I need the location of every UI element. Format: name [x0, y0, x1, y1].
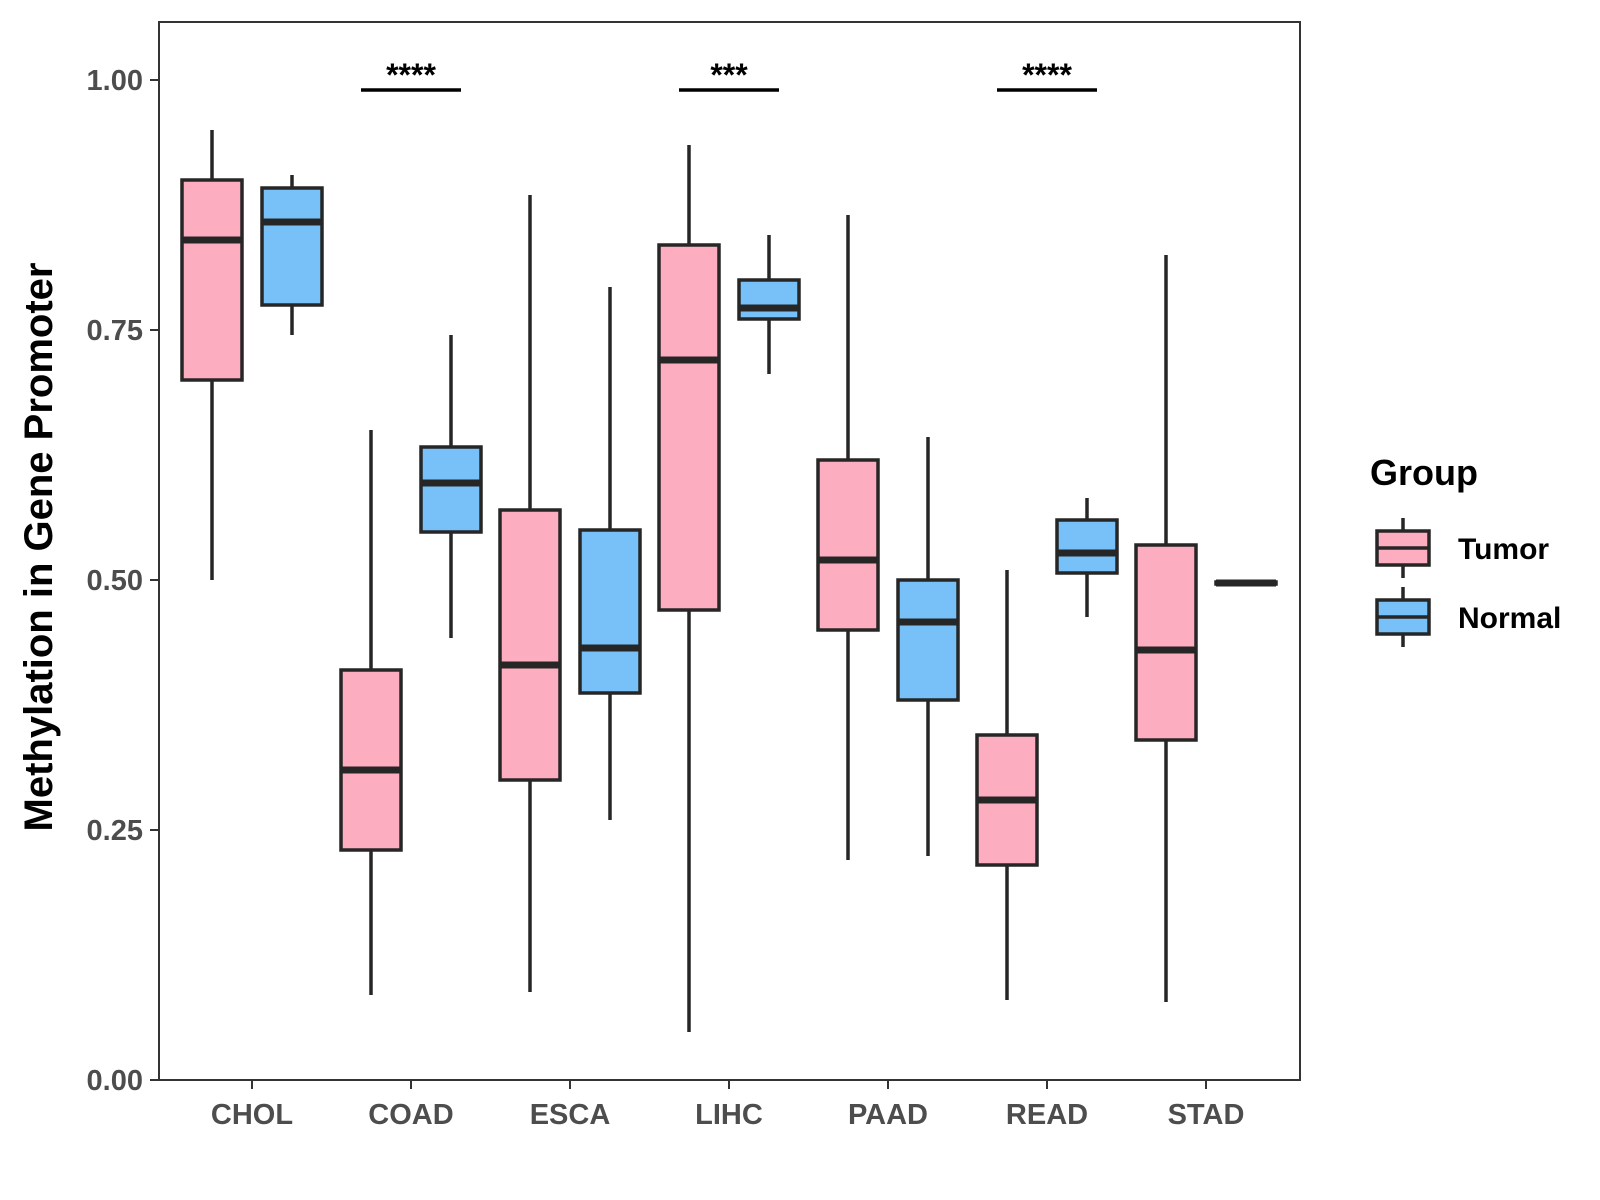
- box-tumor-read: [975, 570, 1039, 1000]
- legend-label: Normal: [1458, 602, 1561, 635]
- box-normal-chol: [260, 175, 324, 335]
- x-tick-label: CHOL: [211, 1099, 293, 1131]
- box-normal-stad: [1214, 579, 1278, 587]
- y-axis-label: Methylation in Gene Promoter: [17, 263, 61, 832]
- y-tick-label: 0.50: [87, 565, 143, 597]
- box-tumor-stad: [1134, 255, 1198, 1002]
- significance-annotations: **** *** ****: [361, 57, 1097, 93]
- x-tick-label: READ: [1006, 1099, 1088, 1131]
- y-tick-label: 0.25: [87, 815, 143, 847]
- box-body: [1134, 543, 1198, 742]
- x-tick-label: LIHC: [695, 1099, 763, 1131]
- box-normal-read: [1055, 498, 1119, 617]
- box-body: [578, 528, 642, 695]
- box-body: [419, 445, 483, 534]
- legend-label: Tumor: [1458, 533, 1549, 566]
- box-body: [180, 178, 244, 382]
- box-body: [498, 508, 562, 782]
- box-body: [737, 278, 801, 321]
- box-normal-paad: [896, 437, 960, 856]
- box-normal-esca: [578, 287, 642, 820]
- box-body: [896, 578, 960, 702]
- box-tumor-esca: [498, 195, 562, 992]
- box-body: [1055, 518, 1119, 575]
- box-body: [260, 186, 324, 307]
- box-tumor-chol: [180, 130, 244, 580]
- box-normal-coad: [419, 335, 483, 638]
- box-tumor-lihc: [657, 145, 721, 1032]
- significance-label: ****: [1022, 57, 1072, 93]
- box-normal-lihc: [737, 235, 801, 374]
- plot-panel: [158, 21, 1301, 1081]
- significance-label: ***: [710, 57, 748, 93]
- significance-label: ****: [386, 57, 436, 93]
- boxes: [180, 130, 1278, 1032]
- box-body: [816, 458, 880, 632]
- legend-item-tumor: Tumor: [1375, 518, 1549, 578]
- y-tick-label: 0.00: [87, 1065, 143, 1097]
- box-tumor-paad: [816, 215, 880, 860]
- legend-item-normal: Normal: [1375, 587, 1561, 647]
- box-body: [657, 243, 721, 612]
- legend-title: Group: [1370, 452, 1478, 493]
- x-tick-label: COAD: [368, 1099, 453, 1131]
- panel-border: [158, 21, 1301, 1081]
- box-tumor-coad: [339, 430, 403, 995]
- x-tick-label: PAAD: [848, 1099, 928, 1131]
- y-tick-label: 0.75: [87, 315, 143, 347]
- y-tick-label: 1.00: [87, 65, 143, 97]
- x-tick-label: STAD: [1168, 1099, 1245, 1131]
- x-tick-label: ESCA: [530, 1099, 611, 1131]
- axes: 0.00 0.25 0.50 0.75 1.00 CHOL COAD ESCA LIHC PAAD…: [87, 65, 1245, 1131]
- box-body: [339, 668, 403, 852]
- legend: Group Tumor Normal: [1370, 452, 1561, 647]
